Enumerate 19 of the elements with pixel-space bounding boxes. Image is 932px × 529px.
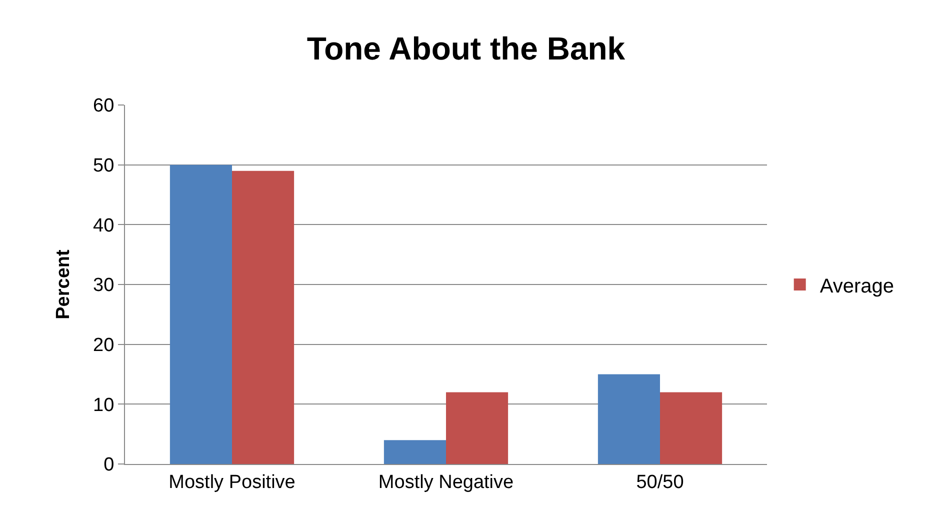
legend-label: Average [820, 275, 894, 298]
x-tick-label: Mostly Negative [378, 472, 514, 493]
y-axis-title: Percent [52, 248, 74, 320]
bar [446, 392, 508, 464]
y-tick-label: 50 [93, 155, 114, 176]
x-tick-label: Mostly Positive [168, 472, 296, 493]
bar [170, 164, 232, 464]
x-tick-label: 50/50 [636, 472, 684, 493]
bar [598, 374, 660, 464]
y-tick-label: 40 [93, 215, 114, 236]
y-tick-label: 0 [104, 454, 114, 476]
bar [660, 392, 722, 464]
y-tick-label: 30 [93, 275, 114, 296]
chart-title: Tone About the Bank [306, 30, 626, 66]
y-tick-label: 20 [93, 334, 114, 356]
bar [384, 440, 446, 464]
y-tick-label: 10 [93, 394, 114, 416]
bar [232, 170, 294, 464]
y-tick-label: 60 [93, 96, 114, 117]
